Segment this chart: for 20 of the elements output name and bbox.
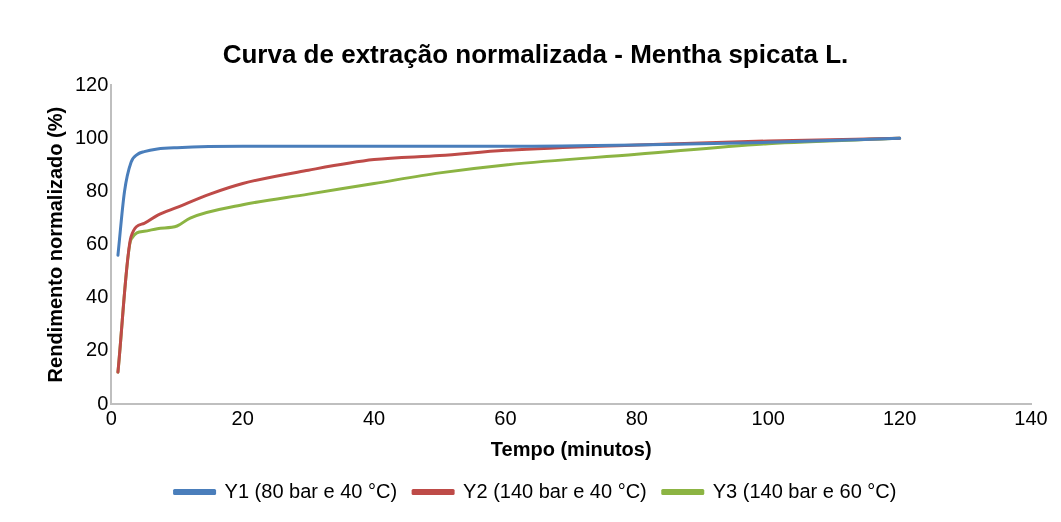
chart-title: Curva de extração normalizada - Mentha spicata L. [222,38,849,69]
line-series [116,136,902,257]
legend-label: Y1 (80 bar e 40 °C) [224,479,398,502]
legend-label: Y2 (140 bar e 40 °C) [463,479,647,502]
x-axis-title: Tempo (minutos) [490,437,652,460]
y-tick-label: 40 [86,285,109,308]
x-tick-label: 140 [1014,406,1048,429]
y-tick-label: 120 [74,72,109,95]
y-tick-label: 100 [74,125,109,148]
x-tick-label: 20 [231,406,254,429]
y-axis-title: Rendimento normalizado (%) [43,106,66,383]
x-tick-label: 100 [751,406,785,429]
y-tick-label: 60 [86,232,109,255]
x-tick-label: 60 [494,406,517,429]
x-tick-label: 120 [882,406,917,429]
y-tick-label: 20 [86,338,109,361]
legend-label: Y3 (140 bar e 60 °C) [712,479,897,502]
y-tick-label: 80 [86,178,109,201]
x-tick-label: 40 [363,406,386,429]
x-tick-label: 80 [625,406,648,429]
